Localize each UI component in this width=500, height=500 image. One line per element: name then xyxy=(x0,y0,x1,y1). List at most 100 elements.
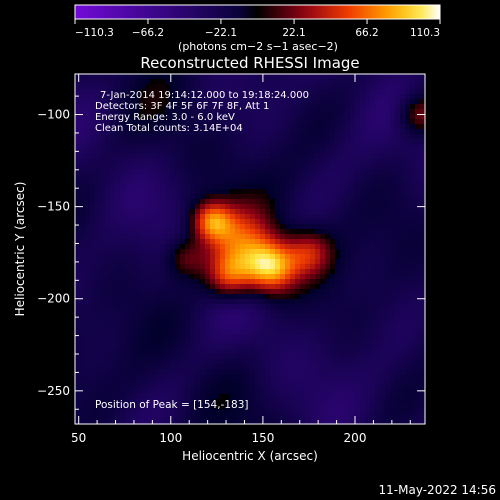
heatmap-cell xyxy=(350,114,356,120)
heatmap-cell xyxy=(290,314,296,320)
heatmap-cell xyxy=(180,274,186,280)
heatmap-cell xyxy=(295,419,301,425)
heatmap-cell xyxy=(115,129,121,135)
heatmap-cell xyxy=(170,139,176,145)
heatmap-cell xyxy=(400,174,406,180)
heatmap-cell xyxy=(210,154,216,160)
heatmap-cell xyxy=(325,219,331,225)
heatmap-cell xyxy=(225,249,231,255)
heatmap-cell xyxy=(330,79,336,85)
heatmap-cell xyxy=(335,109,341,115)
heatmap-cell xyxy=(155,294,161,300)
heatmap-cell xyxy=(280,389,286,395)
heatmap-cell xyxy=(240,314,246,320)
heatmap-cell xyxy=(175,144,181,150)
heatmap-cell xyxy=(325,419,331,425)
heatmap-cell xyxy=(220,119,226,125)
heatmap-cell xyxy=(95,99,101,105)
heatmap-cell xyxy=(170,114,176,120)
heatmap-cell xyxy=(100,154,106,160)
heatmap-cell xyxy=(270,74,276,80)
heatmap-cell xyxy=(370,234,376,240)
heatmap-cell xyxy=(370,249,376,255)
heatmap-cell xyxy=(340,199,346,205)
heatmap-cell xyxy=(395,364,401,370)
heatmap-cell xyxy=(205,184,211,190)
heatmap-cell xyxy=(300,154,306,160)
heatmap-cell xyxy=(165,139,171,145)
heatmap-cell xyxy=(320,204,326,210)
heatmap-cell xyxy=(125,164,131,170)
heatmap-cell xyxy=(110,79,116,85)
heatmap-cell xyxy=(90,304,96,310)
heatmap-cell xyxy=(300,344,306,350)
heatmap-cell xyxy=(345,74,351,80)
heatmap-cell xyxy=(290,364,296,370)
heatmap-cell xyxy=(180,349,186,355)
heatmap-cell xyxy=(185,319,191,325)
heatmap-cell xyxy=(350,374,356,380)
heatmap-cell xyxy=(245,399,251,405)
heatmap-cell xyxy=(275,419,281,425)
heatmap-cell xyxy=(190,414,196,420)
heatmap-cell xyxy=(335,409,341,415)
heatmap-cell xyxy=(255,139,261,145)
heatmap-cell xyxy=(105,409,111,415)
heatmap-cell xyxy=(280,409,286,415)
heatmap-cell xyxy=(135,124,141,130)
heatmap-cell xyxy=(155,179,161,185)
heatmap-cell xyxy=(100,334,106,340)
heatmap-cell xyxy=(345,89,351,95)
heatmap-cell xyxy=(115,189,121,195)
heatmap-cell xyxy=(325,209,331,215)
heatmap-cell xyxy=(165,84,171,90)
heatmap-cell xyxy=(195,314,201,320)
heatmap-cell xyxy=(115,144,121,150)
heatmap-cell xyxy=(340,289,346,295)
heatmap-cell xyxy=(180,269,186,275)
heatmap-cell xyxy=(150,174,156,180)
heatmap-cell xyxy=(175,124,181,130)
heatmap-cell xyxy=(85,129,91,135)
heatmap-cell xyxy=(375,379,381,385)
heatmap-cell xyxy=(350,179,356,185)
heatmap-cell xyxy=(290,389,296,395)
heatmap-cell xyxy=(400,324,406,330)
heatmap-cell xyxy=(205,309,211,315)
heatmap-cell xyxy=(355,354,361,360)
heatmap-cell xyxy=(420,159,426,165)
heatmap-cell xyxy=(315,174,321,180)
heatmap-cell xyxy=(305,259,311,265)
heatmap-cell xyxy=(125,154,131,160)
heatmap-cell xyxy=(345,79,351,85)
heatmap-cell xyxy=(100,244,106,250)
heatmap-cell xyxy=(320,284,326,290)
heatmap-cell xyxy=(320,339,326,345)
heatmap-cell xyxy=(330,94,336,100)
heatmap-cell xyxy=(130,399,136,405)
heatmap-cell xyxy=(295,369,301,375)
heatmap-cell xyxy=(385,124,391,130)
heatmap-cell xyxy=(345,359,351,365)
heatmap-cell xyxy=(270,299,276,305)
heatmap-cell xyxy=(265,419,271,425)
heatmap-cell xyxy=(360,239,366,245)
heatmap-cell xyxy=(325,99,331,105)
heatmap-cell xyxy=(335,234,341,240)
heatmap-cell xyxy=(140,404,146,410)
heatmap-cell xyxy=(155,279,161,285)
heatmap-cell xyxy=(200,144,206,150)
heatmap-cell xyxy=(195,329,201,335)
heatmap-cell xyxy=(125,169,131,175)
heatmap-cell xyxy=(85,419,91,425)
heatmap-cell xyxy=(160,259,166,265)
heatmap-cell xyxy=(360,344,366,350)
heatmap-cell xyxy=(325,179,331,185)
heatmap-cell xyxy=(320,89,326,95)
heatmap-cell xyxy=(320,319,326,325)
heatmap-cell xyxy=(340,244,346,250)
heatmap-cell xyxy=(310,314,316,320)
heatmap-cell xyxy=(255,299,261,305)
heatmap-cell xyxy=(310,254,316,260)
heatmap-cell xyxy=(110,159,116,165)
